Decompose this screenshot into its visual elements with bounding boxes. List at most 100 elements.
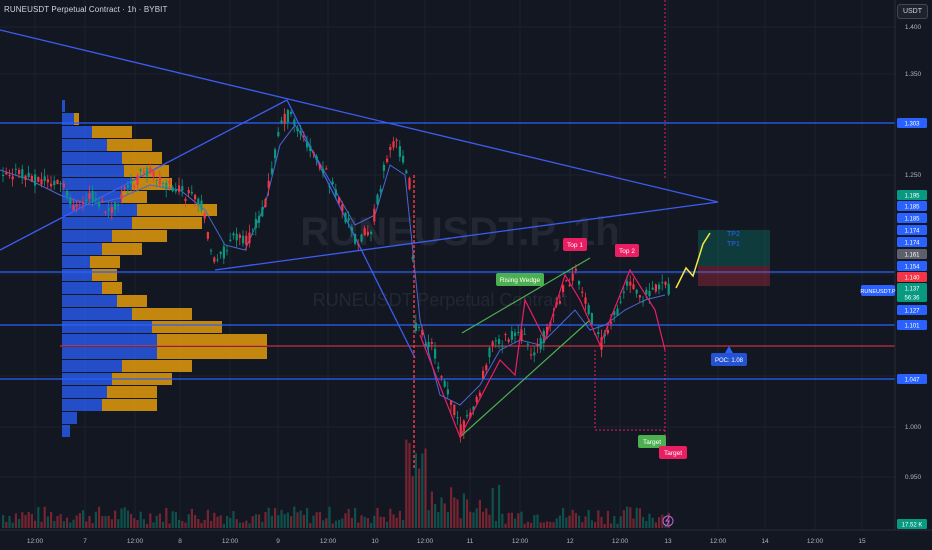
price-tag: 1.140: [904, 276, 920, 282]
candle-body: [120, 193, 123, 199]
candle-body: [75, 204, 78, 207]
candle-body: [642, 301, 645, 303]
watermark-name: RUNEUSDT Perpetual Contract: [313, 290, 568, 310]
candle-body: [258, 215, 261, 223]
candle-body: [248, 232, 251, 244]
candle-body: [254, 218, 257, 229]
candle-body: [402, 155, 405, 163]
price-tag: 1.303: [904, 122, 920, 128]
candle-body: [565, 280, 568, 282]
candle-body: [213, 257, 216, 262]
poc-marker: [725, 346, 733, 353]
candle-body: [450, 400, 453, 405]
candle-body: [165, 182, 168, 190]
candle-body: [658, 284, 661, 290]
candle-body: [85, 199, 88, 201]
candle-body: [261, 207, 264, 217]
time-label: 8: [178, 538, 182, 545]
candle-body: [315, 156, 318, 161]
candle-body: [456, 417, 459, 419]
candle-body: [306, 142, 309, 148]
candle-body: [510, 331, 513, 340]
candle-body: [194, 194, 197, 200]
candle-body: [235, 233, 238, 241]
currency-button[interactable]: USDT: [896, 4, 928, 19]
candle-body: [392, 141, 395, 148]
candle-body: [216, 259, 219, 261]
time-axis-labels: 12:00 7 12:00 8 12:00 9 12:00 10 12:00 11 12:00 12 1…: [27, 538, 866, 545]
candle-body: [376, 194, 379, 205]
candle-body: [437, 366, 440, 369]
candle-body: [206, 232, 209, 239]
candle-body: [613, 311, 616, 316]
time-label: 12:00: [222, 538, 239, 545]
candle-body: [360, 234, 363, 242]
candle-body: [232, 233, 235, 236]
candle-body: [590, 313, 593, 325]
candle-body: [299, 131, 302, 135]
candle-body: [293, 119, 296, 125]
candle-body: [472, 406, 475, 411]
candle-body: [552, 314, 555, 316]
tp2-label: TP2: [727, 231, 740, 238]
candle-body: [504, 334, 507, 336]
candle-body: [2, 174, 5, 176]
candle-body: [427, 341, 430, 348]
candle-body: [664, 281, 667, 285]
candle-body: [357, 243, 360, 245]
candle-body: [475, 396, 478, 402]
candle-body: [290, 111, 293, 115]
candle-body: [59, 183, 62, 185]
candle-body: [245, 235, 248, 245]
candle-body: [514, 332, 517, 336]
time-label: 12:00: [417, 538, 434, 545]
price-tag: 1.047: [904, 378, 920, 384]
candle-body: [635, 289, 638, 294]
candle-body: [517, 331, 520, 333]
candle-body: [581, 291, 584, 293]
candle-body: [350, 227, 353, 232]
candle-body: [274, 149, 277, 159]
candle-body: [309, 145, 312, 152]
tp-zone: [698, 230, 770, 266]
lightning-icon[interactable]: [662, 515, 674, 527]
candle-body: [325, 168, 328, 170]
candle-body: [331, 181, 334, 185]
tp1-label: TP1: [727, 241, 740, 248]
time-label: 12:00: [127, 538, 144, 545]
candle-body: [405, 170, 408, 174]
candle-body: [530, 354, 533, 356]
candle-body: [30, 175, 33, 182]
candle-body: [488, 347, 491, 358]
price-tag: 1.154: [904, 265, 920, 271]
price-tick: 0.950: [905, 474, 922, 481]
price-tag: 1.195: [904, 194, 920, 200]
candle-body: [347, 218, 350, 221]
candle-body: [94, 198, 97, 200]
candle-body: [78, 201, 81, 203]
candle-body: [98, 202, 101, 207]
price-tag: 17.52 K: [902, 523, 923, 529]
time-label: 13: [664, 538, 672, 545]
candle-body: [411, 256, 414, 260]
candle-body: [632, 284, 635, 290]
price-tag: 56:36: [904, 296, 920, 302]
candle-body: [418, 327, 421, 329]
candle-body: [606, 329, 609, 334]
candle-body: [136, 175, 139, 185]
candle-body: [5, 172, 8, 175]
candle-body: [66, 190, 69, 197]
candle-body: [210, 250, 213, 252]
candle-body: [203, 213, 206, 219]
candle-body: [578, 281, 581, 285]
candle-body: [283, 113, 286, 124]
rising-wedge-label: Rising Wedge: [500, 277, 541, 284]
candle-body: [178, 185, 181, 192]
candle-body: [539, 338, 542, 350]
candle-body: [46, 179, 49, 183]
candle-body: [651, 287, 654, 290]
candle-body: [616, 308, 619, 316]
candle-body: [219, 251, 222, 255]
candle-body: [446, 389, 449, 395]
